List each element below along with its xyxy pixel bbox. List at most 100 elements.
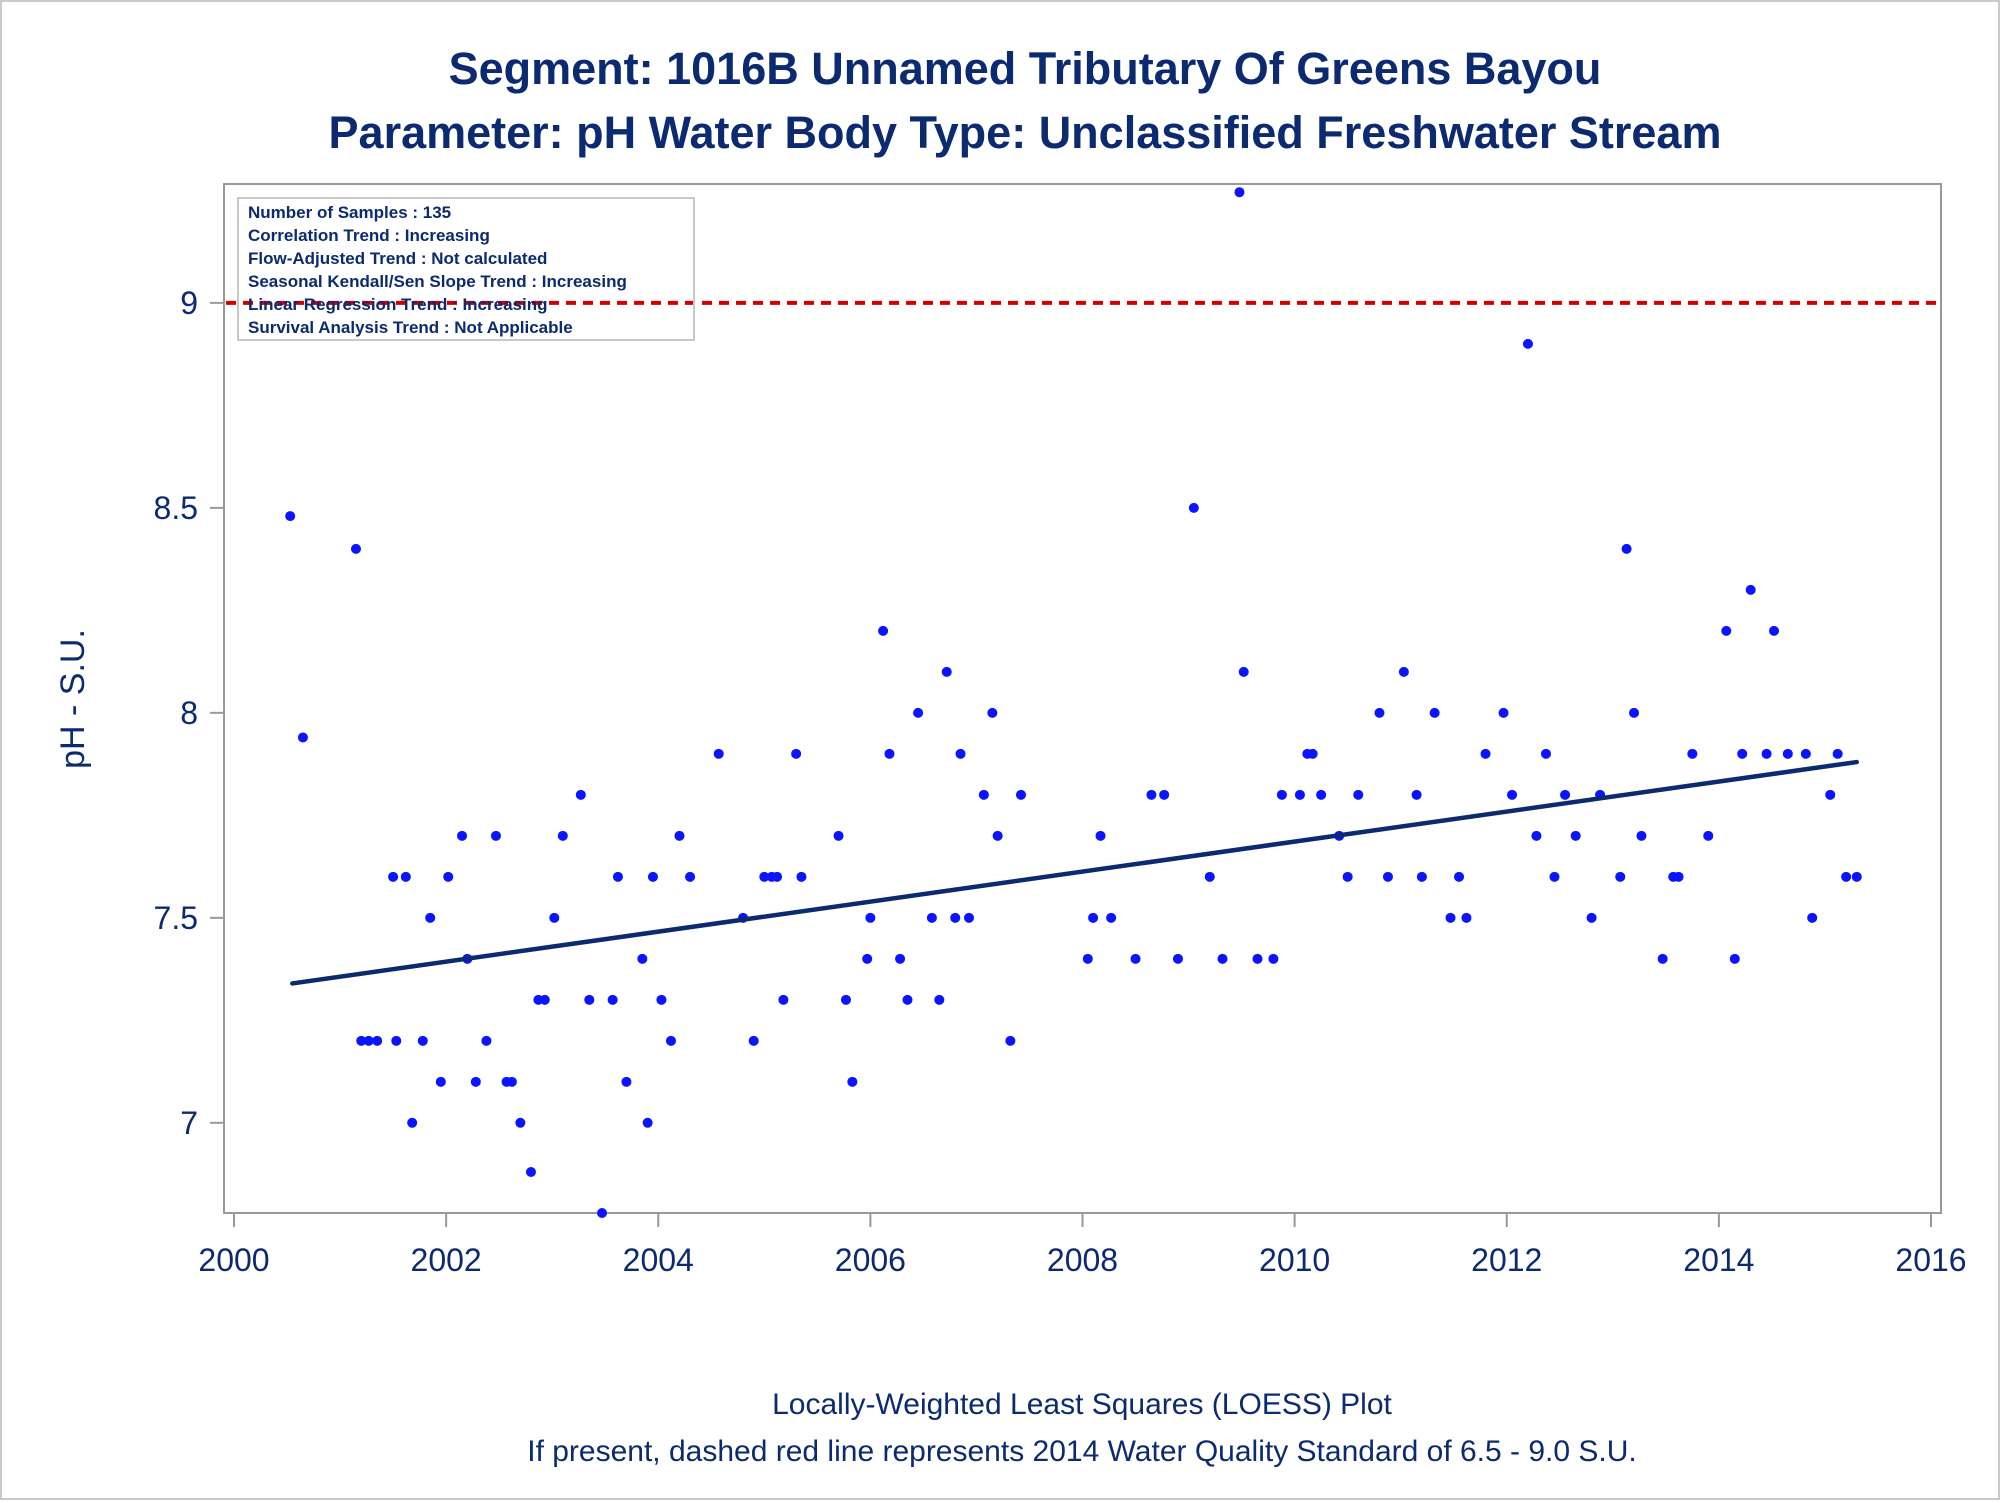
data-point xyxy=(950,912,961,923)
chart-title: Segment: 1016B Unnamed Tributary Of Gree… xyxy=(449,43,1602,94)
data-point xyxy=(1621,543,1632,554)
data-point xyxy=(1761,748,1772,759)
data-point xyxy=(1549,871,1560,882)
data-point xyxy=(1531,830,1542,841)
data-point xyxy=(607,994,618,1005)
data-point xyxy=(1159,789,1170,800)
x-tick-label: 2010 xyxy=(1259,1242,1330,1278)
data-point xyxy=(1461,912,1472,923)
data-point xyxy=(1560,789,1571,800)
data-point xyxy=(1088,912,1099,923)
y-tick-label: 8 xyxy=(180,695,198,731)
data-point xyxy=(372,1035,383,1046)
data-point xyxy=(1807,912,1818,923)
footnote-loess: Locally-Weighted Least Squares (LOESS) P… xyxy=(772,1388,1392,1421)
data-point xyxy=(1294,789,1305,800)
stats-box-border xyxy=(237,197,695,341)
data-point xyxy=(865,912,876,923)
x-tick-label: 2006 xyxy=(835,1242,906,1278)
data-point xyxy=(1095,830,1106,841)
data-point xyxy=(1276,789,1287,800)
data-point xyxy=(665,1035,676,1046)
data-point xyxy=(1005,1035,1016,1046)
stats-linear-regression-trend: Linear Regression Trend : Increasing xyxy=(248,295,547,314)
data-point xyxy=(934,994,945,1005)
data-point xyxy=(1454,871,1465,882)
data-point xyxy=(656,994,667,1005)
data-point xyxy=(913,707,924,718)
data-point xyxy=(1769,625,1780,636)
data-point xyxy=(506,1076,517,1087)
data-point xyxy=(674,830,685,841)
data-point xyxy=(297,732,308,743)
data-point xyxy=(356,1035,367,1046)
data-point xyxy=(778,994,789,1005)
x-tick-label: 2008 xyxy=(1047,1242,1118,1278)
data-point xyxy=(1146,789,1157,800)
data-point xyxy=(1342,871,1353,882)
data-point xyxy=(285,511,296,522)
data-point xyxy=(557,830,568,841)
stats-flow-adjusted-trend: Flow-Adjusted Trend : Not calculated xyxy=(248,249,547,268)
data-point xyxy=(1570,830,1581,841)
stats-number-of-samples: Number of Samples : 135 xyxy=(248,203,451,222)
data-point xyxy=(840,994,851,1005)
data-point xyxy=(388,871,399,882)
data-point xyxy=(992,830,1003,841)
data-point xyxy=(425,912,436,923)
data-point xyxy=(1522,338,1533,349)
stats-survival-analysis-trend: Survival Analysis Trend : Not Applicable xyxy=(248,318,573,337)
data-point xyxy=(833,830,844,841)
data-point xyxy=(987,707,998,718)
data-point xyxy=(457,830,468,841)
data-point xyxy=(796,871,807,882)
data-point xyxy=(1721,625,1732,636)
data-point xyxy=(1540,748,1551,759)
data-point xyxy=(1307,748,1318,759)
data-point xyxy=(748,1035,759,1046)
data-point xyxy=(470,1076,481,1087)
data-point xyxy=(1703,830,1714,841)
data-point xyxy=(878,625,889,636)
x-tick-label: 2014 xyxy=(1683,1242,1754,1278)
data-point xyxy=(1673,871,1684,882)
data-point xyxy=(1268,953,1279,964)
data-point xyxy=(647,871,658,882)
axes: 2000 2002 2004 2006 2008 2010 2012 2014 2016 7 7.5… xyxy=(154,285,1967,1278)
data-point xyxy=(1586,912,1597,923)
y-axis-label: pH - S.U. xyxy=(54,629,92,769)
data-point xyxy=(862,953,873,964)
data-point xyxy=(1353,789,1364,800)
data-point xyxy=(772,871,783,882)
data-point xyxy=(575,789,586,800)
data-point xyxy=(400,871,411,882)
data-point xyxy=(1841,871,1852,882)
data-point xyxy=(1507,789,1518,800)
data-point xyxy=(597,1208,608,1218)
data-point xyxy=(1082,953,1093,964)
data-point xyxy=(1615,871,1626,882)
data-point xyxy=(1429,707,1440,718)
stats-box: Number of Samples : 135 Correlation Tren… xyxy=(237,197,695,341)
data-point xyxy=(637,953,648,964)
data-point xyxy=(642,1117,653,1128)
stats-correlation-trend: Correlation Trend : Increasing xyxy=(248,226,490,245)
data-point xyxy=(1398,666,1409,677)
data-point xyxy=(1745,584,1756,595)
data-point xyxy=(884,748,895,759)
data-point xyxy=(926,912,937,923)
y-tick-label: 9 xyxy=(180,285,198,321)
x-tick-label: 2004 xyxy=(623,1242,694,1278)
data-point xyxy=(895,953,906,964)
x-tick-label: 2012 xyxy=(1471,1242,1542,1278)
data-point xyxy=(350,543,361,554)
data-point xyxy=(1172,953,1183,964)
y-tick-label: 7 xyxy=(180,1105,198,1141)
data-point xyxy=(407,1117,418,1128)
data-point xyxy=(584,994,595,1005)
x-tick-label: 2016 xyxy=(1895,1242,1966,1278)
data-point xyxy=(363,1035,374,1046)
data-point xyxy=(481,1035,492,1046)
data-point xyxy=(1851,871,1862,882)
data-point xyxy=(490,830,501,841)
